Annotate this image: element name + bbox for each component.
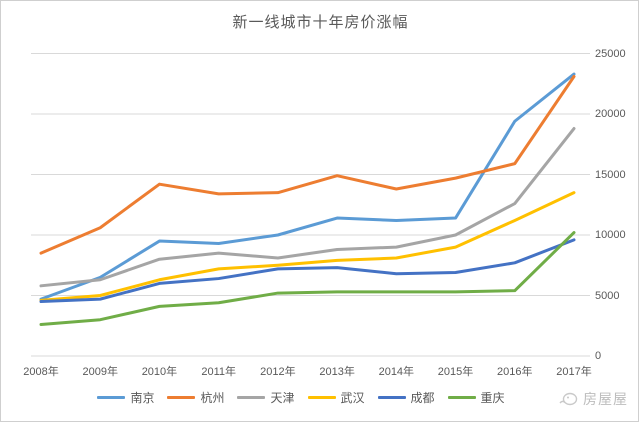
x-axis-label: 2012年 xyxy=(260,366,296,378)
y-axis-label: 25000 xyxy=(595,47,626,60)
x-axis-label: 2014年 xyxy=(378,366,415,378)
watermark-text: 房屋屋 xyxy=(583,391,628,407)
legend-swatch xyxy=(237,396,266,399)
legend-item-重庆: 重庆 xyxy=(447,389,505,406)
y-axis-label: 0 xyxy=(595,350,602,362)
legend-item-南京: 南京 xyxy=(97,389,154,406)
series-line-重庆 xyxy=(39,231,576,327)
x-axis-label: 2010年 xyxy=(141,366,178,378)
legend-swatch xyxy=(167,396,196,399)
series-line-武汉 xyxy=(39,191,576,302)
legend-label: 南京 xyxy=(130,391,155,405)
legend-swatch xyxy=(447,396,476,399)
legend-label: 杭州 xyxy=(200,391,225,405)
legend-item-武汉: 武汉 xyxy=(307,389,365,406)
chart-legend: 南京 杭州 天津 武汉 成都 重庆 xyxy=(1,389,601,406)
watermark: 房屋屋 xyxy=(558,389,628,409)
series-line-成都 xyxy=(39,238,576,304)
x-axis-label: 2013年 xyxy=(319,366,355,378)
legend-item-天津: 天津 xyxy=(237,389,295,406)
legend-swatch xyxy=(97,396,126,399)
y-axis-label: 10000 xyxy=(595,229,626,241)
y-axis-label: 20000 xyxy=(595,108,626,120)
series-line-天津 xyxy=(39,127,576,288)
legend-label: 重庆 xyxy=(480,391,505,405)
y-axis-label: 5000 xyxy=(595,289,620,302)
legend-swatch xyxy=(307,396,336,399)
x-axis-label: 2016年 xyxy=(497,366,533,378)
x-axis-label: 2008年 xyxy=(23,366,59,378)
legend-item-成都: 成都 xyxy=(377,389,435,406)
logo-doodle-icon xyxy=(559,392,578,406)
y-axis-label: 15000 xyxy=(595,168,626,181)
x-axis-label: 2009年 xyxy=(82,366,118,378)
x-axis-label: 2015年 xyxy=(437,366,474,378)
legend-label: 成都 xyxy=(410,391,435,405)
x-axis-label: 2011年 xyxy=(201,366,236,378)
legend-swatch xyxy=(377,396,406,399)
series-line-杭州 xyxy=(39,74,576,255)
legend-label: 天津 xyxy=(270,391,295,405)
x-axis-label: 2017年 xyxy=(556,366,592,378)
legend-item-杭州: 杭州 xyxy=(167,389,224,406)
legend-label: 武汉 xyxy=(340,391,365,405)
chart-title: 新一线城市十年房价涨幅 xyxy=(232,14,409,31)
